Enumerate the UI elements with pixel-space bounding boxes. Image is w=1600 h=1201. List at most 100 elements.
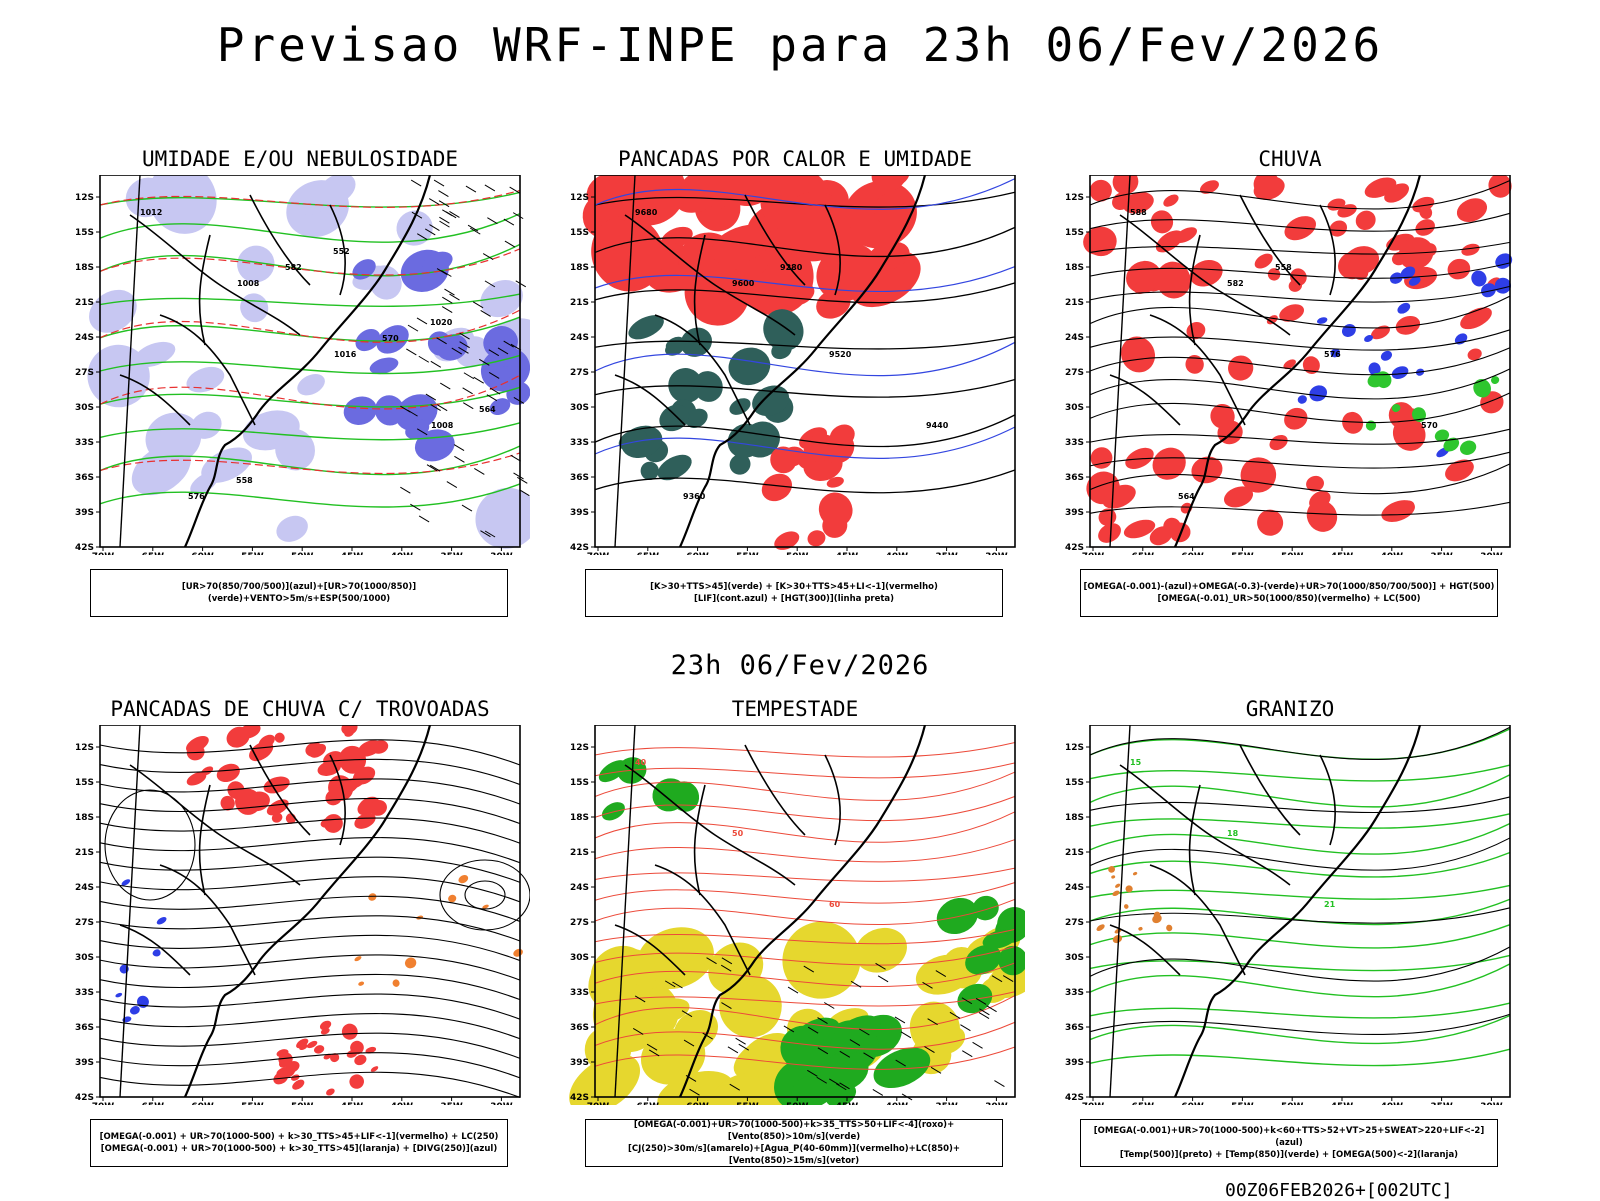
wind-vector (463, 372, 475, 380)
lon-label: 35W (1430, 1102, 1453, 1105)
lon-label: 50W (786, 1102, 809, 1105)
green-shade-east (936, 895, 1025, 1014)
lon-label: 35W (440, 1102, 463, 1105)
shade-blob (1419, 205, 1433, 220)
shade-blob (1152, 447, 1186, 480)
shade-blob (1284, 407, 1308, 430)
contour-label: 558 (236, 476, 253, 485)
wind-vector (863, 1052, 874, 1060)
andes-border (1109, 175, 1131, 548)
streamline (99, 1052, 521, 1079)
shade-blob (276, 515, 308, 542)
wind-vector (803, 965, 815, 973)
shade-blob (1163, 194, 1179, 207)
wind-vector (823, 1002, 835, 1009)
contour-line (1089, 851, 1511, 878)
main-title: Previsao WRF-INPE para 23h 06/Fev/2026 (216, 18, 1384, 72)
contour-label: 558 (1275, 263, 1292, 272)
panel-title: PANCADAS POR CALOR E UMIDADE (617, 147, 972, 171)
legend-box: [OMEGA(-0.001) + UR>70(1000-500) + k>30_… (90, 1119, 508, 1167)
shade-blob (1096, 924, 1105, 932)
shade-blob (1329, 220, 1348, 237)
shade-blob (1443, 437, 1460, 452)
panel-pancadas-calor: PANCADAS POR CALOR E UMIDADE 9680 9600 952… (565, 147, 1016, 617)
lat-label: 39S (75, 1058, 94, 1068)
contour-line (594, 811, 1016, 843)
wind-vector (430, 404, 441, 411)
shade-blob (1098, 523, 1121, 543)
shade-blob (1108, 866, 1116, 873)
contour-line (594, 191, 1016, 208)
wind-vector (469, 227, 481, 235)
shade-blob (1156, 261, 1191, 299)
wind-vector (859, 1028, 870, 1036)
contour-label: 552 (333, 247, 350, 256)
shade-blob (314, 1045, 325, 1054)
shade-blob (1364, 335, 1374, 342)
lat-label: 39S (1065, 1058, 1084, 1068)
shade-blob (628, 315, 664, 340)
shade-blob (1461, 243, 1480, 256)
lon-label: 45W (341, 552, 364, 555)
lon-label: 55W (736, 1102, 759, 1105)
mid-date: 23h 06/Fev/2026 (670, 650, 930, 681)
shade-blob (986, 960, 1025, 999)
wind-vector (430, 360, 442, 368)
shade-blob (1297, 395, 1307, 404)
lat-label: 36S (1065, 1023, 1084, 1033)
shade-blob (822, 513, 848, 538)
shade-blob (427, 331, 452, 356)
contour-line (594, 867, 1016, 882)
wind-vector (504, 240, 516, 248)
contour-line (1089, 774, 1511, 808)
shade-blob (1400, 266, 1416, 280)
contour-label: 9440 (926, 421, 949, 430)
lon-label: 45W (836, 552, 859, 555)
lat-label: 36S (75, 1023, 94, 1033)
shade-blob (854, 927, 907, 973)
wind-vector (418, 355, 430, 363)
panel-title: TEMPESTADE (731, 697, 859, 721)
shade-blob (647, 241, 682, 270)
shade-blob (1089, 179, 1112, 202)
wind-vector (513, 396, 525, 404)
legend-box: [UR>70(850/700/500)](azul)+[UR>70(1000/8… (90, 569, 508, 617)
wind-vector (975, 998, 987, 1005)
contour-label: 570 (1421, 421, 1438, 430)
shade-blob (186, 735, 209, 753)
lat-label: 12S (75, 743, 94, 753)
shade-blob (374, 395, 405, 426)
shade-blob (489, 398, 511, 416)
shade-blob (1112, 890, 1120, 897)
wind-vector (440, 382, 451, 390)
shade-blob (290, 1074, 300, 1081)
wind-vector (646, 1043, 658, 1051)
lon-label: 65W (637, 552, 660, 555)
wind-vector (488, 349, 500, 357)
map-frame (99, 175, 521, 548)
shade-blob (1395, 315, 1421, 335)
high-center (464, 880, 506, 910)
shade-blob (1302, 356, 1320, 374)
wind-vector (436, 268, 448, 276)
contour-line (1089, 837, 1511, 871)
shade-blob (728, 347, 771, 386)
lon-label: 50W (786, 552, 809, 555)
contour-line (99, 452, 521, 474)
shade-blob (513, 948, 523, 957)
lat-label: 21S (1065, 298, 1084, 308)
shade-blob (1454, 333, 1468, 345)
wind-vector (894, 1016, 906, 1024)
wind-vector (479, 358, 490, 366)
wind-vector (410, 179, 422, 187)
shade-blob (1199, 180, 1219, 194)
shade-blob (761, 473, 793, 502)
panel-title: PANCADAS DE CHUVA C/ TROVOADAS (110, 697, 490, 721)
legend-line: [OMEGA(-0.001)-(azul)+OMEGA(-0.3)-(verde… (1083, 582, 1495, 592)
shade-blob (349, 1074, 364, 1089)
panel-umidade: UMIDADE E/OU NEBULOSIDADE 1012 1008 1016 10… (70, 147, 530, 617)
wind-vector (400, 486, 411, 494)
shade-blob (506, 381, 530, 405)
shade-blob (1481, 283, 1496, 298)
panel-chuva: CHUVA 588 582 576 570 564 558 12S 15S 18S 21S 24S 2… (1060, 147, 1513, 617)
